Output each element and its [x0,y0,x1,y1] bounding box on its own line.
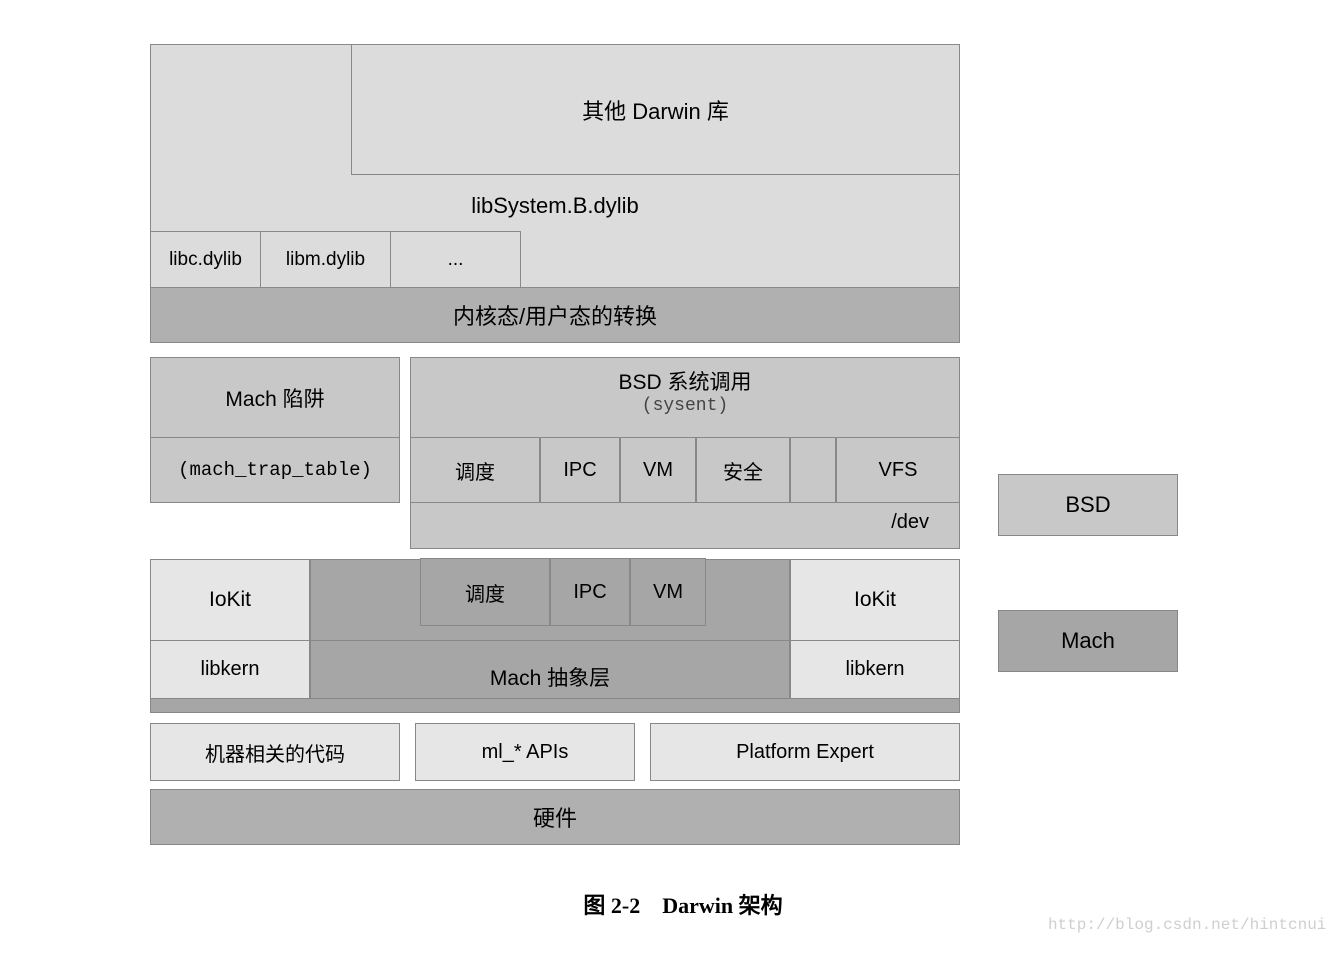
platform-row: 机器相关的代码 ml_* APIs Platform Expert [150,723,960,781]
darwin-architecture-diagram: 其他 Darwin 库 libSystem.B.dylib libc.dylib… [20,20,1326,940]
platform-expert-box: Platform Expert [650,723,960,781]
libc-box: libc.dylib [151,231,261,287]
diagram-main: 其他 Darwin 库 libSystem.B.dylib libc.dylib… [150,44,960,845]
libkern-right-box: libkern [790,641,960,699]
bsd-syscall-title: BSD 系统调用 [411,366,959,396]
bsd-security-box: 安全 [696,437,790,503]
kernel-region: Mach 陷阱 BSD 系统调用 (sysent) (mach_trap_tab… [150,357,960,845]
machine-code-box: 机器相关的代码 [150,723,400,781]
bsd-dev-label: /dev [891,511,929,534]
mach-abstract-row: libkern Mach 抽象层 libkern [150,641,960,699]
bsd-vfs-box: VFS [836,437,960,503]
iokit-left-box: IoKit [150,559,310,641]
bsd-sched-box: 调度 [410,437,540,503]
libsystem-label: libSystem.B.dylib [151,193,959,219]
bsd-vm-box: VM [620,437,696,503]
mach-strip [150,699,960,713]
bsd-gap-box [790,437,836,503]
bsd-syscall-box: BSD 系统调用 (sysent) [410,357,960,437]
iokit-right-box: IoKit [790,559,960,641]
ml-apis-box: ml_* APIs [415,723,635,781]
watermark-text: http://blog.csdn.net/hintcnuie [1048,916,1326,934]
hardware-box: 硬件 [150,789,960,845]
mach-trap-title-box: Mach 陷阱 [150,357,400,437]
trap-row-top: Mach 陷阱 BSD 系统调用 (sysent) [150,357,960,437]
lib-ellipsis-box: ... [391,231,521,287]
mach-vm-box: VM [630,558,706,626]
bsd-dev-row: /dev [150,503,960,549]
legend-mach-box: Mach [998,610,1178,672]
bsd-sysent-label: (sysent) [411,396,959,416]
mach-trap-table-box: (mach_trap_table) [150,437,400,503]
other-darwin-libs-box: 其他 Darwin 库 [351,45,959,175]
bsd-dev-strip: /dev [410,503,960,549]
trap-row-cells: (mach_trap_table) 调度 IPC VM 安全 VFS [150,437,960,503]
mach-sched-box: 调度 [420,558,550,626]
userspace-region: 其他 Darwin 库 libSystem.B.dylib libc.dylib… [150,44,960,288]
libkern-left-box: libkern [150,641,310,699]
libm-box: libm.dylib [261,231,391,287]
bsd-ipc-box: IPC [540,437,620,503]
legend-bsd-box: BSD [998,474,1178,536]
mach-ipc-box: IPC [550,558,630,626]
mach-abstract-box: Mach 抽象层 [310,641,790,699]
kernel-user-transition-box: 内核态/用户态的转换 [150,288,960,343]
mach-mid-row: IoKit 调度 IPC VM IoKit [150,559,960,641]
